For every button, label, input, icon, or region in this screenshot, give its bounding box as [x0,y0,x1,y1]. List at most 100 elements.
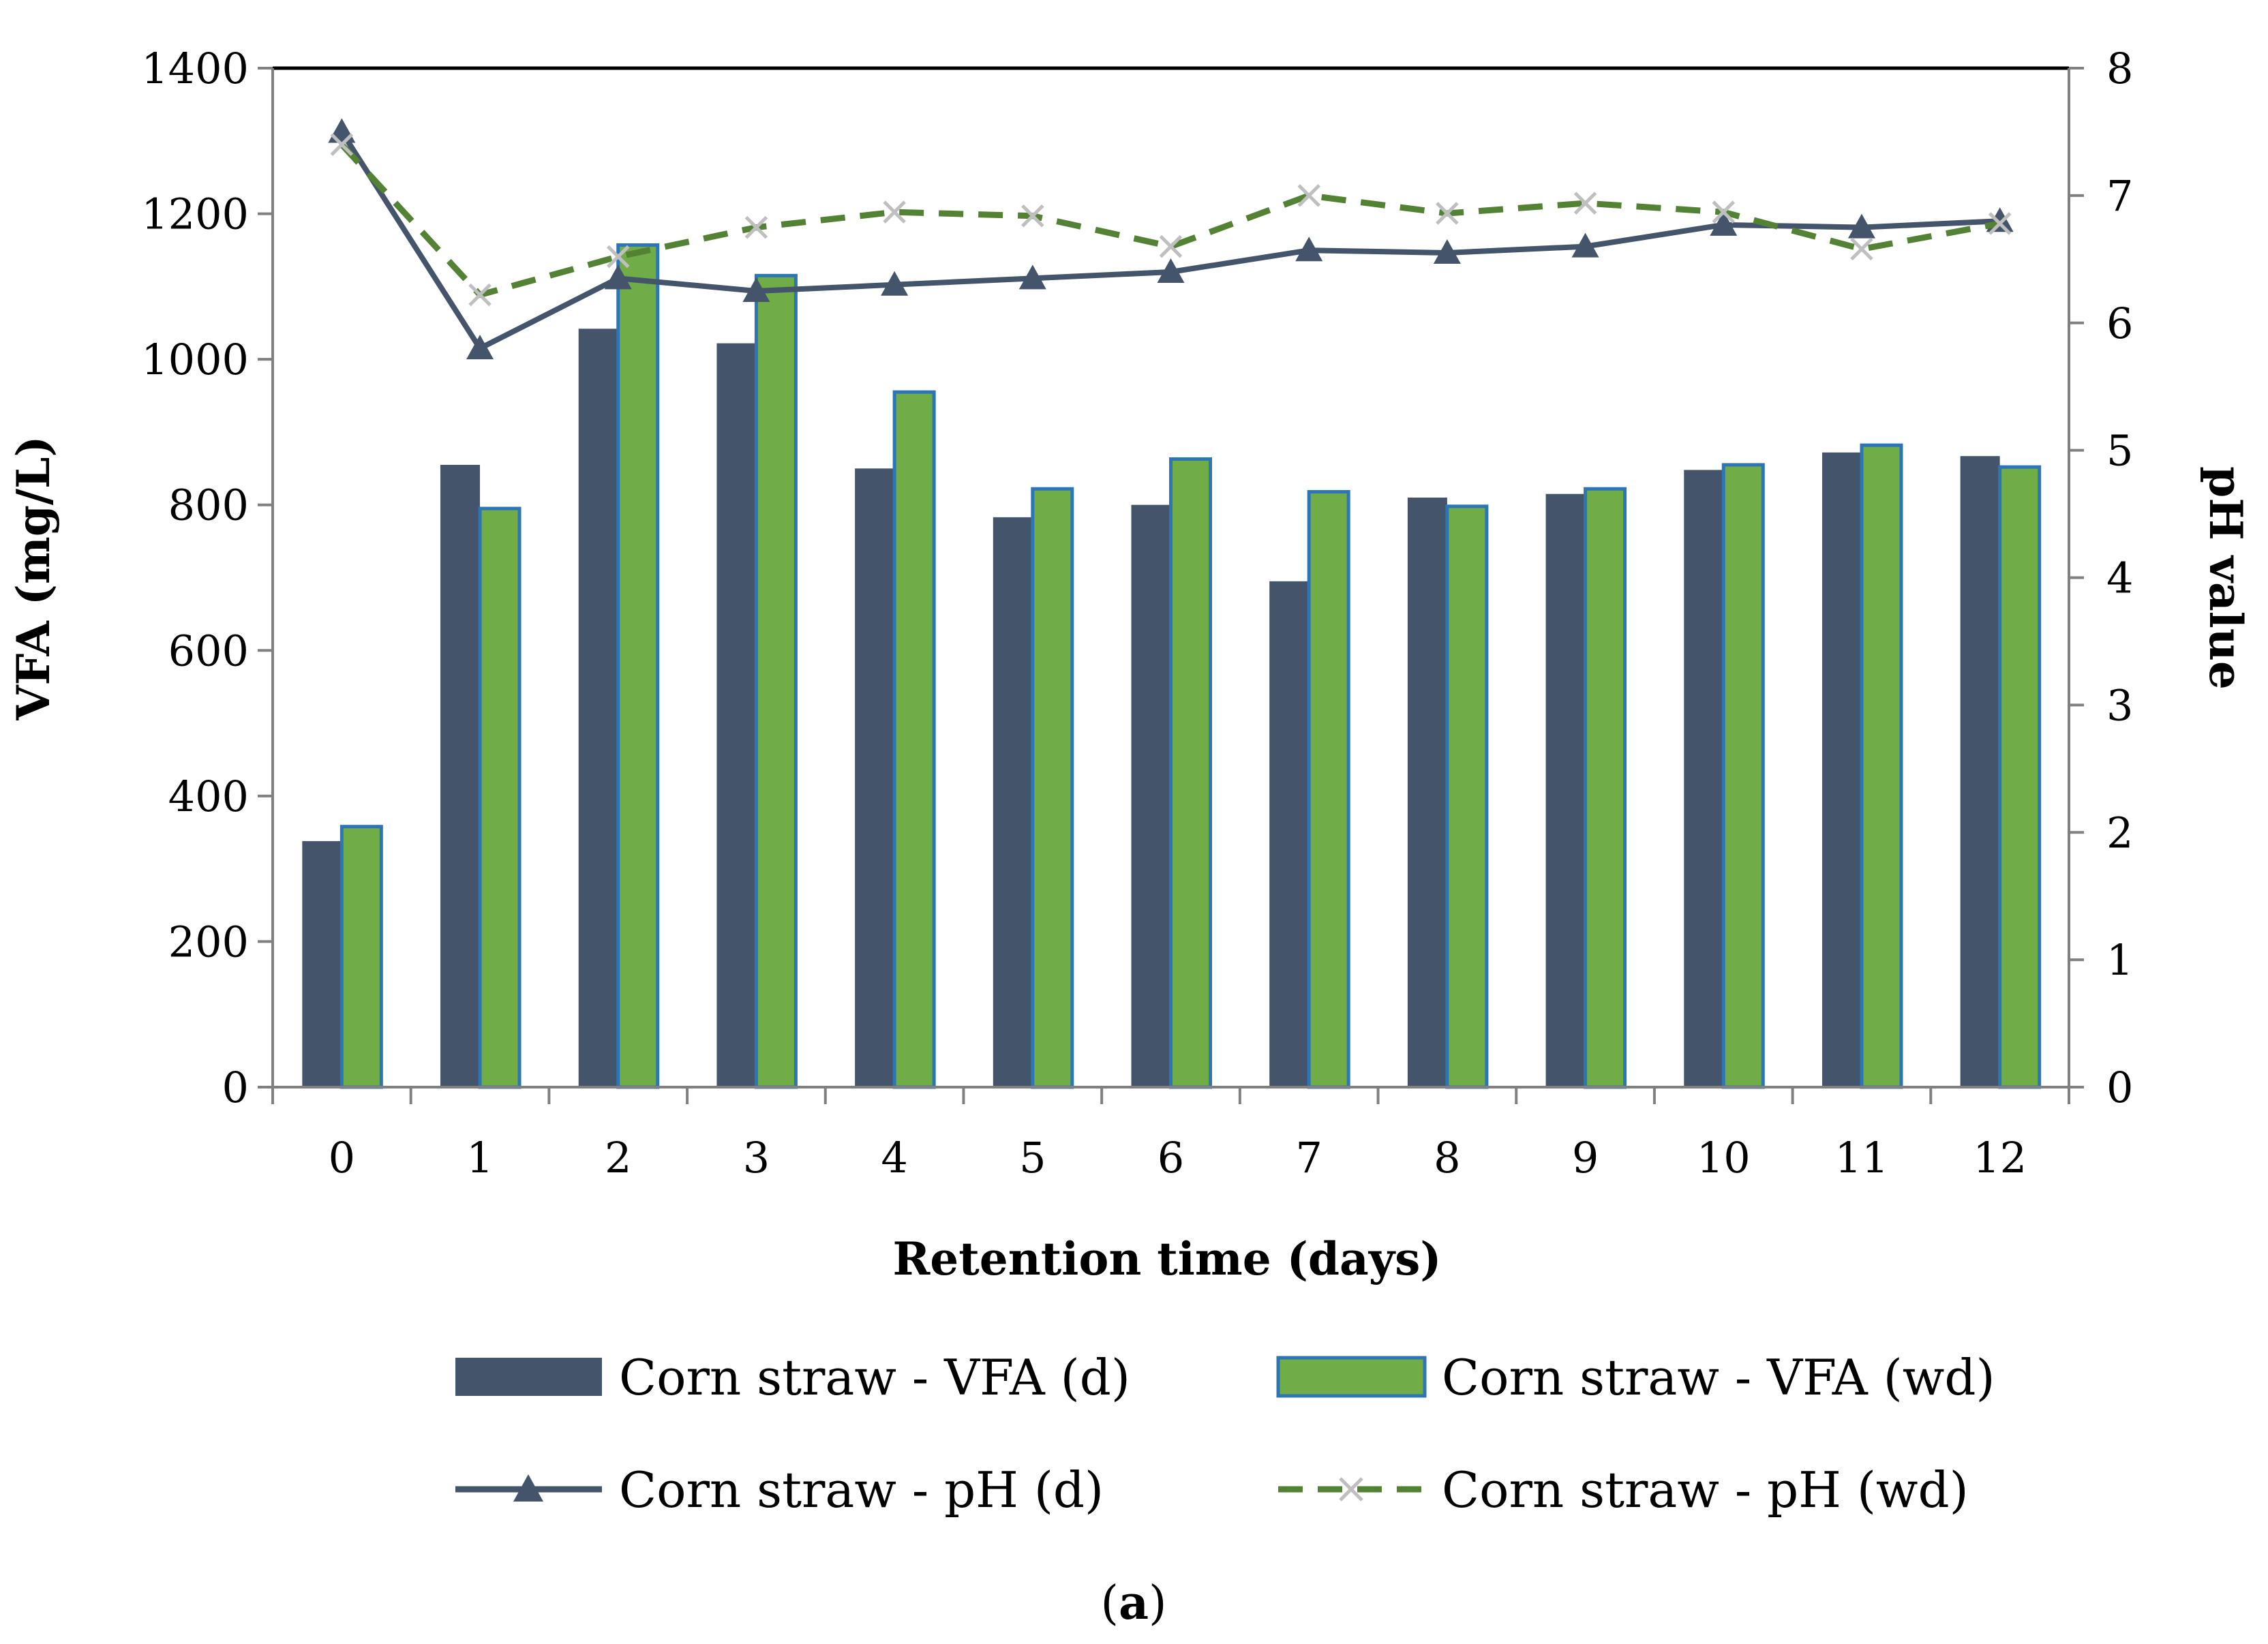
bar-vfa-wd-7 [1307,489,1350,1089]
bar-vfa-wd-4 [892,390,936,1089]
y-tick-label-1000: 1000 [141,335,249,384]
legend-swatch-vfa-wd [1276,1356,1427,1398]
bar-vfa-d-3 [716,343,757,1087]
bar-vfa-wd-1 [478,506,521,1089]
y2-tick-label-6: 6 [2106,299,2133,348]
y2-tick-label-8: 8 [2106,44,2133,93]
marker-ph-wd-8 [1436,202,1459,225]
y2-axis-title: pH value [2199,466,2252,690]
y2-tick-label-4: 4 [2106,553,2133,603]
marker-ph-wd-4 [883,200,906,224]
x-tick-label-7: 7 [1295,1133,1322,1183]
x-tick-label-8: 8 [1434,1133,1460,1183]
marker-ph-d-2 [604,264,632,290]
y2-tick-label-5: 5 [2106,426,2133,476]
marker-ph-d-5 [1018,264,1046,290]
x-tick-label-1: 1 [466,1133,493,1183]
bar-vfa-wd-2 [616,243,660,1089]
bar-vfa-wd-6 [1169,457,1212,1089]
x-tick-label-5: 5 [1019,1133,1046,1183]
bar-vfa-d-10 [1684,470,1724,1087]
y-tick-label-1200: 1200 [141,189,249,239]
legend-label-vfa-wd: Corn straw - VFA (wd) [1442,1349,1995,1406]
bar-vfa-wd-0 [339,825,383,1089]
legend-label-vfa-d: Corn straw - VFA (d) [619,1349,1130,1406]
bar-vfa-wd-11 [1860,443,1903,1089]
bar-vfa-wd-10 [1721,463,1765,1089]
y-tick-label-0: 0 [222,1063,249,1112]
bar-vfa-d-6 [1131,504,1171,1087]
bar-vfa-d-8 [1407,498,1447,1087]
x-tick-label-10: 10 [1697,1133,1751,1183]
bar-vfa-d-9 [1545,493,1586,1087]
marker-ph-wd-10 [1712,200,1736,224]
y-axis-title: VFA (mg/L) [7,436,60,720]
legend-label-ph-wd: Corn straw - pH (wd) [1442,1461,1969,1519]
bar-vfa-d-4 [855,468,895,1087]
bar-vfa-wd-9 [1584,487,1627,1089]
marker-ph-d-6 [1157,258,1185,283]
marker-ph-wd-7 [1297,184,1320,207]
x-tick-label-3: 3 [743,1133,770,1183]
marker-ph-d-1 [466,335,494,360]
y-tick-label-400: 400 [168,772,249,821]
marker-ph-wd-9 [1573,192,1597,215]
marker-ph-d-0 [328,118,356,143]
x-tick-label-2: 2 [605,1133,631,1183]
marker-ph-d-3 [742,277,770,303]
marker-ph-d-9 [1571,232,1599,258]
y-tick-label-1400: 1400 [141,44,249,93]
legend-label-ph-d: Corn straw - pH (d) [619,1461,1104,1519]
x-tick-label-0: 0 [329,1133,355,1183]
marker-ph-d-11 [1847,213,1875,239]
legend-marker-ph-d [513,1474,543,1502]
marker-ph-wd-11 [1850,237,1873,261]
caption-close-paren: ) [1149,1577,1167,1630]
x-tick-label-9: 9 [1572,1133,1599,1183]
marker-ph-wd-6 [1159,234,1183,258]
bar-vfa-d-5 [993,517,1033,1087]
y2-tick-label-0: 0 [2106,1063,2133,1112]
legend: Corn straw - VFA (d) Corn straw - VFA (wd… [455,1349,1995,1519]
y2-tick-label-1: 1 [2106,935,2133,985]
legend-swatch-vfa-d [455,1358,602,1396]
y-tick-label-800: 800 [168,481,249,530]
x-tick-label-11: 11 [1835,1133,1889,1183]
line-layer [328,118,2014,360]
marker-ph-wd-3 [744,215,768,239]
marker-ph-wd-1 [468,283,492,307]
marker-ph-wd-5 [1021,204,1044,228]
marker-ph-d-10 [1710,211,1738,236]
bar-vfa-wd-3 [754,273,798,1089]
marker-ph-d-7 [1295,237,1323,262]
caption-open-paren: ( [1100,1577,1119,1630]
bar-layer [302,243,2042,1089]
bar-vfa-wd-5 [1031,487,1074,1089]
bar-vfa-wd-8 [1445,504,1489,1089]
x-tick-label-6: 6 [1158,1133,1184,1183]
y2-tick-label-3: 3 [2106,680,2133,730]
y-tick-label-200: 200 [168,917,249,966]
bar-vfa-d-1 [440,464,481,1087]
y2-tick-label-7: 7 [2106,171,2133,221]
legend-marker-ph-wd [1339,1477,1363,1502]
x-axis-title: Retention time (days) [892,1232,1441,1285]
line-ph-d [339,130,2000,352]
x-tick-label-4: 4 [881,1133,907,1183]
marker-ph-d-4 [881,271,909,296]
caption-letter: a [1119,1576,1149,1630]
bar-vfa-wd-12 [1998,465,2042,1089]
bar-vfa-d-12 [1960,456,2000,1087]
marker-ph-d-8 [1433,239,1461,264]
bar-vfa-d-0 [302,841,342,1087]
x-tick-label-12: 12 [1973,1133,2027,1183]
bar-vfa-d-11 [1821,452,1862,1087]
marker-ph-wd-2 [606,245,630,269]
bar-vfa-d-7 [1269,581,1310,1087]
marker-ph-wd-12 [1988,212,2012,235]
y-tick-label-600: 600 [168,626,249,675]
marker-ph-wd-0 [330,133,354,156]
y2-tick-label-2: 2 [2106,808,2133,857]
